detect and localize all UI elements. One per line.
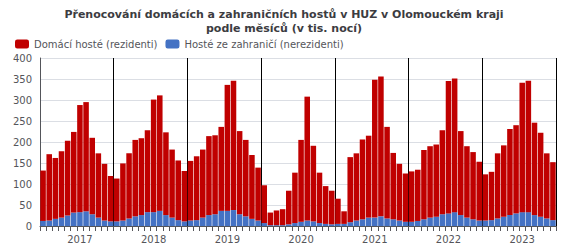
svg-text:Hosté ze zahraničí (nerezident: Hosté ze zahraničí (nerezidenti) bbox=[184, 39, 343, 50]
svg-text:250: 250 bbox=[13, 116, 32, 127]
svg-text:Domácí hosté (rezidenti): Domácí hosté (rezidenti) bbox=[34, 39, 158, 50]
svg-text:2018: 2018 bbox=[141, 234, 166, 245]
svg-text:2022: 2022 bbox=[436, 234, 461, 245]
svg-text:400: 400 bbox=[13, 53, 32, 64]
svg-text:2023: 2023 bbox=[509, 234, 534, 245]
svg-text:150: 150 bbox=[13, 158, 32, 169]
svg-text:Přenocování domácích a zahrani: Přenocování domácích a zahraničních host… bbox=[64, 8, 503, 21]
svg-text:300: 300 bbox=[13, 95, 32, 106]
svg-text:2020: 2020 bbox=[288, 234, 313, 245]
svg-text:200: 200 bbox=[13, 137, 32, 148]
svg-text:0: 0 bbox=[26, 221, 32, 232]
svg-text:2019: 2019 bbox=[215, 234, 240, 245]
svg-text:350: 350 bbox=[13, 74, 32, 85]
svg-text:2021: 2021 bbox=[362, 234, 387, 245]
svg-text:2017: 2017 bbox=[67, 234, 92, 245]
svg-text:50: 50 bbox=[19, 200, 32, 211]
svg-text:podle měsíců (v tis. nocí): podle měsíců (v tis. nocí) bbox=[206, 22, 362, 35]
svg-text:100: 100 bbox=[13, 179, 32, 190]
